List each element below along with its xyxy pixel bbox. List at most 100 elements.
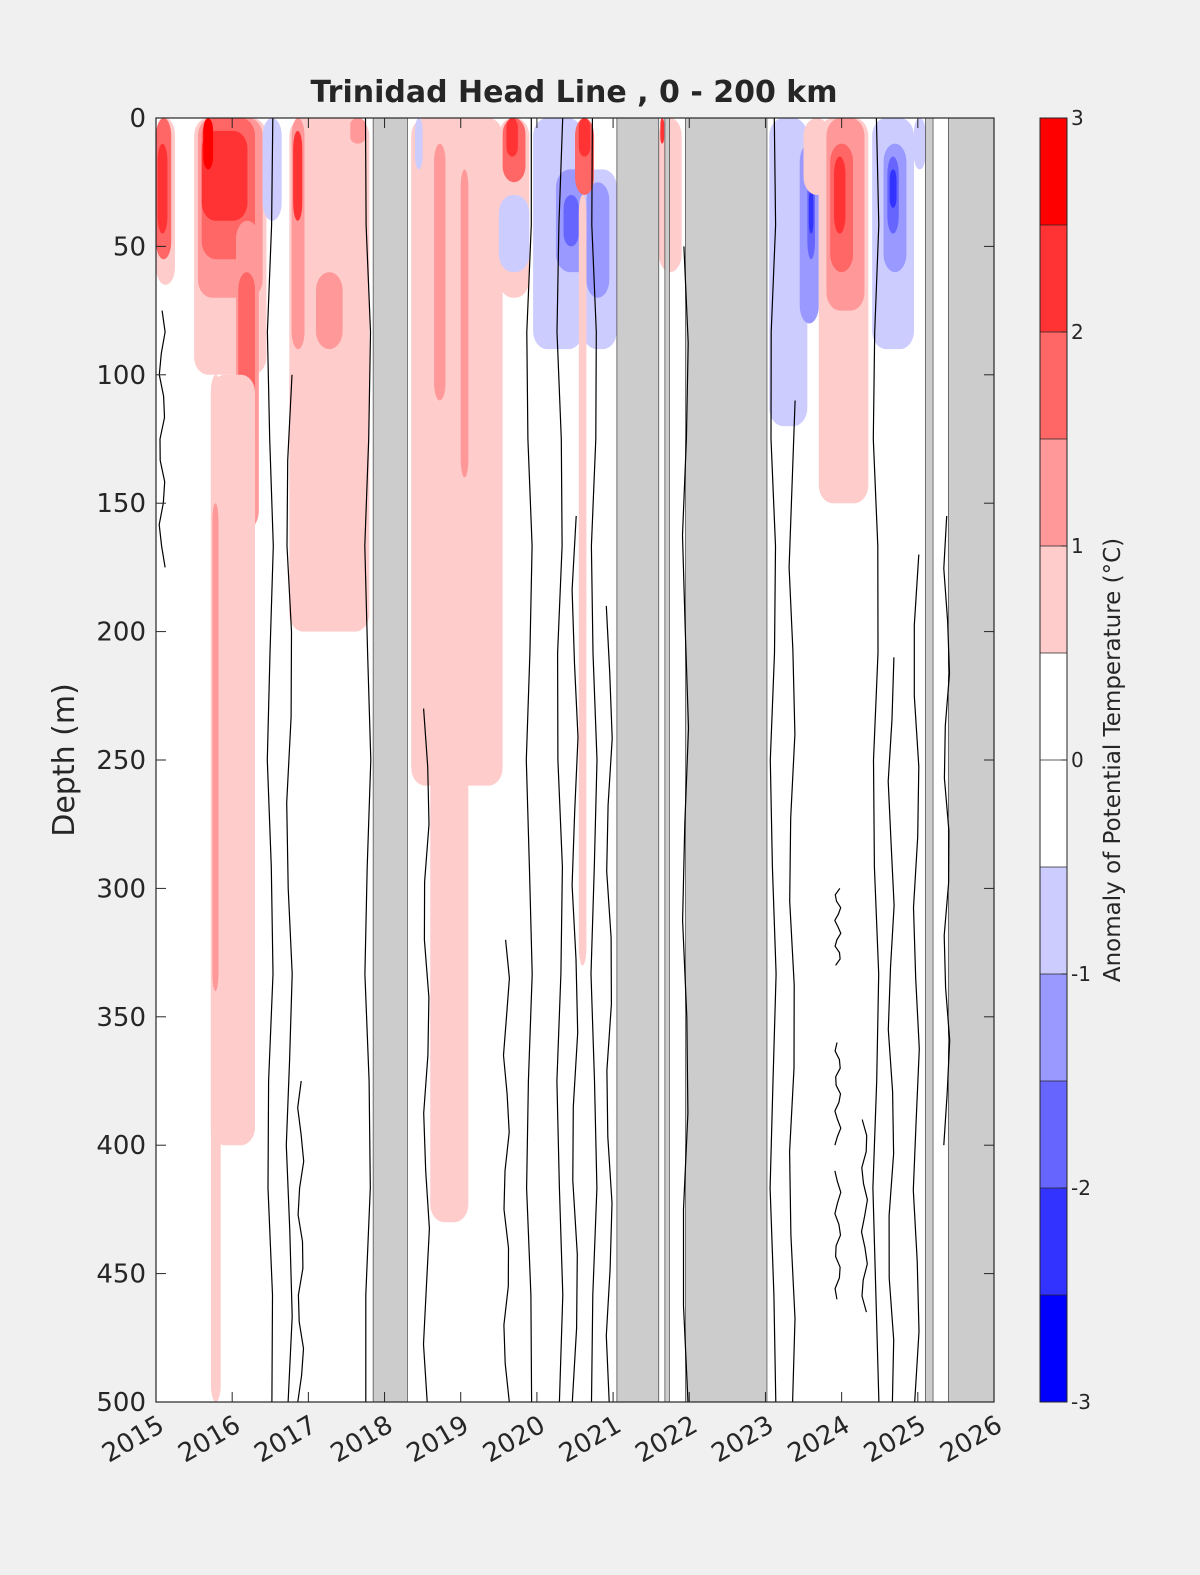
zero-contour-layer [158, 118, 951, 1402]
x-tick-label: 2023 [707, 1410, 779, 1469]
y-axis-label: Depth (m) [47, 683, 82, 837]
anomaly-patch-46 [834, 156, 846, 234]
heatmap-layer [156, 118, 994, 1402]
zero-contour-4 [364, 118, 372, 1402]
colorbar-swatch [1040, 1188, 1067, 1295]
anomaly-patch-41 [808, 189, 814, 234]
x-tick-label: 2026 [935, 1410, 1007, 1469]
x-tick-label: 2024 [783, 1410, 855, 1469]
y-tick-label: 300 [96, 874, 146, 904]
anomaly-patch-37 [660, 118, 665, 144]
anomaly-patch-10 [210, 374, 256, 1146]
no-data-band-2 [664, 118, 670, 1402]
zero-contour-21 [912, 554, 920, 1402]
y-axis: 0 50 100 150 200 250 300 350 400 450 500 [96, 104, 994, 1418]
zero-contour-8 [556, 118, 564, 1402]
zero-contour-11 [605, 605, 613, 1402]
colorbar-swatch [1040, 546, 1067, 653]
anomaly-patch-18 [350, 118, 366, 144]
y-tick-label: 250 [96, 746, 146, 776]
colorbar-tick-label: 2 [1071, 320, 1084, 344]
x-tick-label: 2021 [554, 1410, 626, 1469]
x-tick-label: 2016 [173, 1410, 245, 1469]
anomaly-patch-35 [578, 195, 587, 966]
x-tick-label: 2019 [402, 1410, 474, 1469]
anomaly-patch-16 [293, 130, 303, 221]
colorbar-swatch [1040, 653, 1067, 760]
no-data-band-0 [372, 118, 408, 1402]
y-tick-label: 200 [96, 618, 146, 648]
no-data-band-1 [616, 118, 660, 1402]
anomaly-patch-30 [563, 195, 579, 247]
zero-contour-20 [887, 657, 895, 1402]
zero-contour-22 [943, 515, 951, 1146]
x-tick-label: 2017 [250, 1410, 322, 1469]
zero-contour-1 [266, 118, 274, 1402]
y-tick-label: 100 [96, 361, 146, 391]
zero-contour-0 [158, 310, 166, 568]
anomaly-patch-14 [289, 118, 370, 632]
y-tick-label: 400 [96, 1131, 146, 1161]
anomaly-patch-7 [203, 118, 214, 170]
zero-contour-19 [872, 118, 880, 1402]
anomaly-patch-27 [498, 195, 530, 273]
chart-title: Trinidad Head Line , 0 - 200 km [310, 75, 837, 110]
no-data-band-3 [685, 118, 768, 1402]
no-data-band-4 [925, 118, 934, 1402]
anomaly-patch-21 [434, 143, 446, 401]
x-tick-label: 2020 [478, 1410, 550, 1469]
y-tick-label: 50 [113, 232, 146, 262]
zero-contour-13 [769, 118, 777, 1402]
zero-contour-9 [571, 515, 579, 1402]
zero-contour-12 [681, 246, 690, 1402]
colorbar-swatch [1040, 332, 1067, 439]
zero-contour-6 [502, 939, 511, 1402]
colorbar-swatch [1040, 1295, 1067, 1402]
zero-contour-18 [860, 1119, 869, 1313]
colorbar-tick-label: -3 [1071, 1390, 1091, 1414]
zero-contour-10 [590, 118, 598, 1402]
anomaly-patch-12 [212, 503, 219, 992]
colorbar-tick-label: 3 [1071, 106, 1084, 130]
colorbar-swatch [1040, 225, 1067, 332]
y-tick-label: 450 [96, 1260, 146, 1290]
anomaly-patch-26 [506, 118, 518, 157]
anomaly-patch-32 [586, 182, 610, 298]
zero-contour-7 [525, 118, 533, 1402]
colorbar-tick-label: -1 [1071, 962, 1091, 986]
colorbar-swatch [1040, 760, 1067, 867]
colorbar-tick-label: 0 [1071, 748, 1084, 772]
y-tick-label: 350 [96, 1003, 146, 1033]
anomaly-patch-22 [460, 169, 469, 478]
x-tick-label: 2022 [630, 1410, 702, 1469]
x-tick-label: 2015 [97, 1410, 169, 1469]
zero-contour-3 [297, 1080, 305, 1402]
anomaly-patch-34 [578, 118, 591, 157]
anomaly-patch-2 [157, 143, 168, 234]
zero-contour-17 [834, 1170, 842, 1300]
x-tick-label: 2025 [859, 1410, 931, 1469]
colorbar-swatch [1040, 974, 1067, 1081]
anomaly-patch-36 [658, 118, 682, 273]
zero-contour-14 [788, 400, 796, 1402]
colorbar-label: Anomaly of Potential Temperature (°C) [1100, 538, 1126, 982]
x-tick-label: 2018 [326, 1410, 398, 1469]
y-tick-label: 500 [96, 1388, 146, 1418]
y-tick-label: 0 [129, 104, 146, 134]
y-tick-label: 150 [96, 489, 146, 519]
colorbar-ticks: 3 2 1 0 -1 -2 -3 [1061, 106, 1091, 1414]
colorbar-tick-label: 1 [1071, 534, 1084, 558]
anomaly-patch-23 [415, 118, 423, 170]
zero-contour-5 [422, 708, 431, 1402]
anomaly-patch-17 [315, 272, 343, 350]
colorbar-swatch [1040, 118, 1067, 225]
zero-contour-2 [285, 374, 293, 1402]
colorbar [1040, 117, 1067, 1402]
zero-contour-15 [834, 888, 842, 966]
colorbar-swatch [1040, 867, 1067, 974]
colorbar-swatch [1040, 439, 1067, 546]
anomaly-patch-38 [769, 118, 808, 427]
anomaly-patch-50 [889, 169, 897, 208]
zero-contour-16 [834, 1042, 842, 1146]
